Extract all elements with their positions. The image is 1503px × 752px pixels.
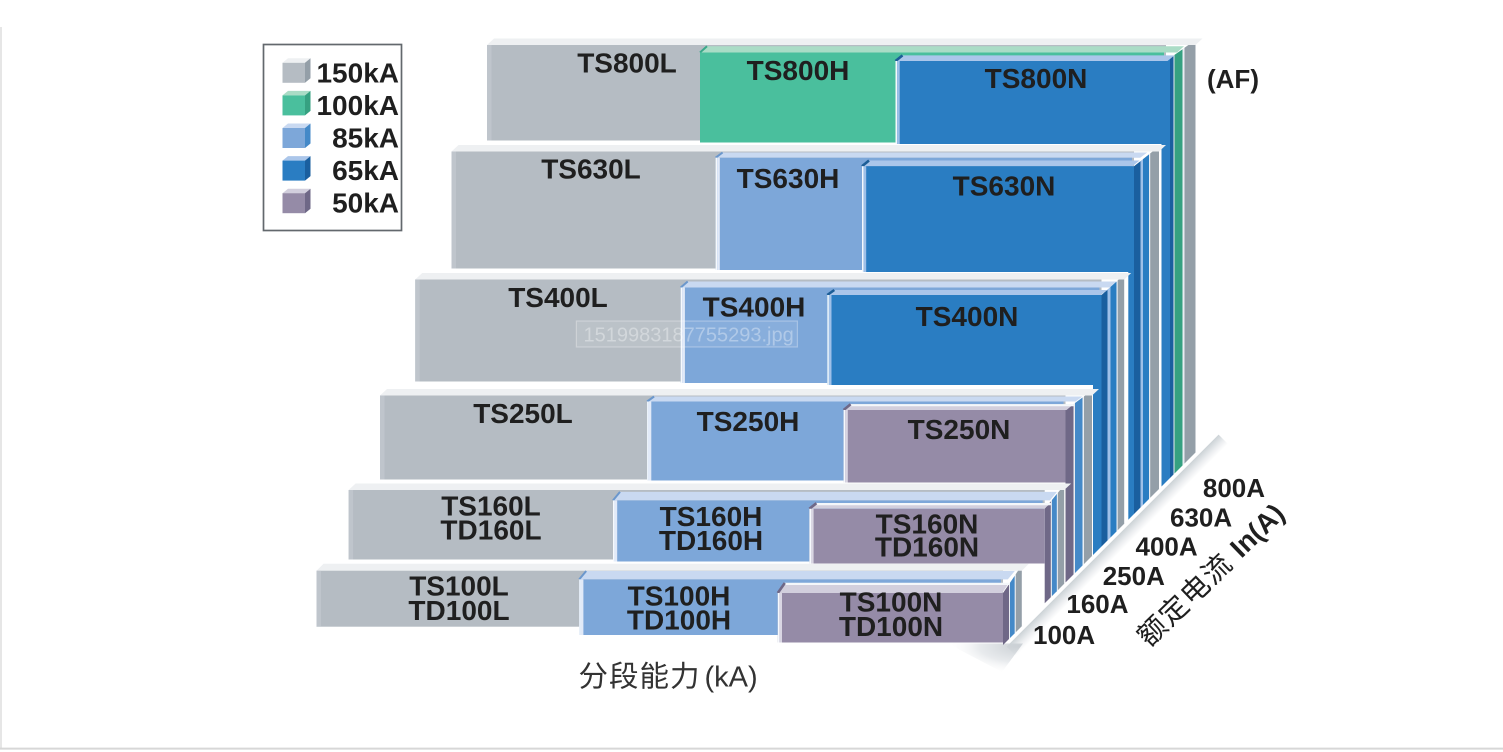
svg-text:TS800H: TS800H	[747, 55, 850, 86]
svg-text:TS250N: TS250N	[908, 414, 1011, 445]
svg-text:1519983187755293.jpg: 1519983187755293.jpg	[584, 325, 794, 347]
svg-text:150kA: 150kA	[316, 57, 399, 88]
svg-text:100kA: 100kA	[316, 90, 399, 121]
svg-text:100A: 100A	[1033, 620, 1095, 650]
svg-text:630A: 630A	[1170, 502, 1232, 532]
svg-text:800A: 800A	[1203, 473, 1265, 503]
svg-text:TS400L: TS400L	[508, 282, 608, 313]
svg-text:(kA): (kA)	[705, 662, 758, 694]
svg-text:TS630L: TS630L	[541, 154, 641, 185]
svg-text:TS630H: TS630H	[737, 163, 840, 194]
svg-text:TS250L: TS250L	[473, 398, 573, 429]
svg-text:TS400H: TS400H	[703, 292, 806, 323]
svg-text:50kA: 50kA	[332, 188, 399, 219]
svg-text:TS800L: TS800L	[577, 48, 677, 79]
svg-text:TS800N: TS800N	[985, 63, 1088, 94]
svg-text:400A: 400A	[1136, 532, 1198, 562]
svg-text:TS250H: TS250H	[697, 406, 800, 437]
svg-text:250A: 250A	[1103, 561, 1165, 591]
svg-text:TS400N: TS400N	[916, 301, 1019, 332]
svg-text:160A: 160A	[1066, 589, 1128, 619]
svg-text:65kA: 65kA	[332, 155, 399, 186]
svg-text:85kA: 85kA	[332, 123, 399, 154]
svg-text:TS630N: TS630N	[953, 171, 1056, 202]
svg-text:(AF): (AF)	[1207, 64, 1259, 94]
